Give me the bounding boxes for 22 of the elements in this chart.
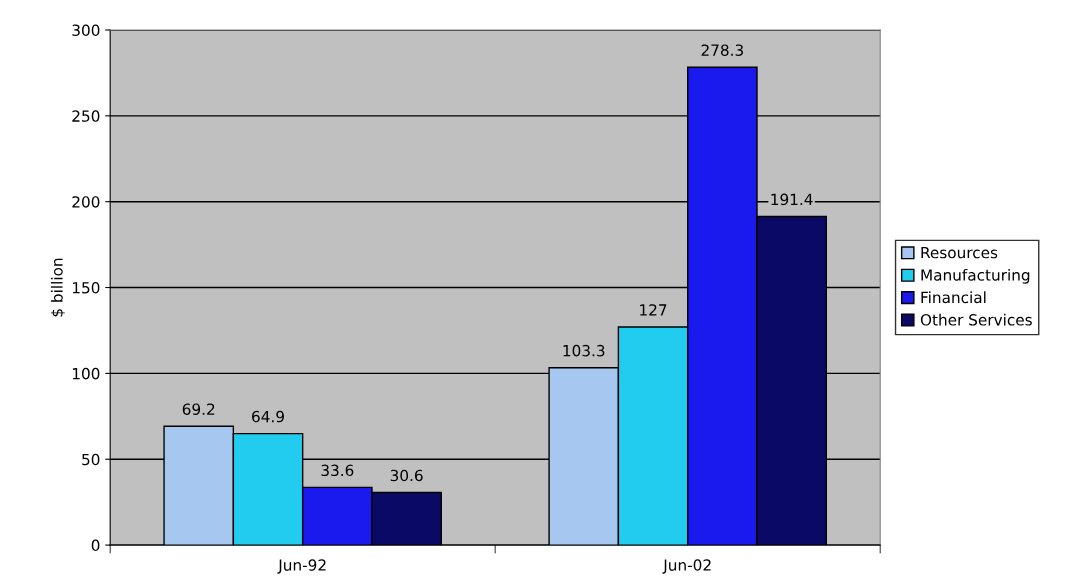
legend-label: Other Services bbox=[920, 313, 1032, 326]
data-label: 191.4 bbox=[771, 193, 813, 206]
y-tick-label: 0 bbox=[91, 539, 100, 552]
legend-label: Resources bbox=[921, 246, 998, 259]
data-label: 103.3 bbox=[563, 344, 605, 357]
y-axis-title: $ billion bbox=[50, 258, 65, 317]
y-tick-label: 100 bbox=[72, 367, 100, 380]
data-label: 30.6 bbox=[390, 469, 423, 482]
y-tick-label: 50 bbox=[82, 453, 100, 466]
legend-label: Financial bbox=[921, 291, 986, 304]
legend-label: Manufacturing bbox=[921, 268, 1030, 284]
data-label: 64.9 bbox=[252, 410, 284, 423]
data-label: 33.6 bbox=[321, 464, 354, 477]
x-tick-label: Jun-92 bbox=[277, 559, 326, 574]
y-tick-label: 150 bbox=[72, 282, 100, 294]
y-tick-label: 300 bbox=[72, 24, 100, 37]
y-tick-label: 200 bbox=[72, 196, 100, 208]
x-tick-label: Jun-02 bbox=[662, 559, 711, 574]
data-label: 278.3 bbox=[701, 44, 743, 56]
data-label: 127 bbox=[640, 304, 667, 316]
data-label: 69.2 bbox=[182, 403, 215, 415]
y-tick-label: 250 bbox=[72, 110, 100, 122]
